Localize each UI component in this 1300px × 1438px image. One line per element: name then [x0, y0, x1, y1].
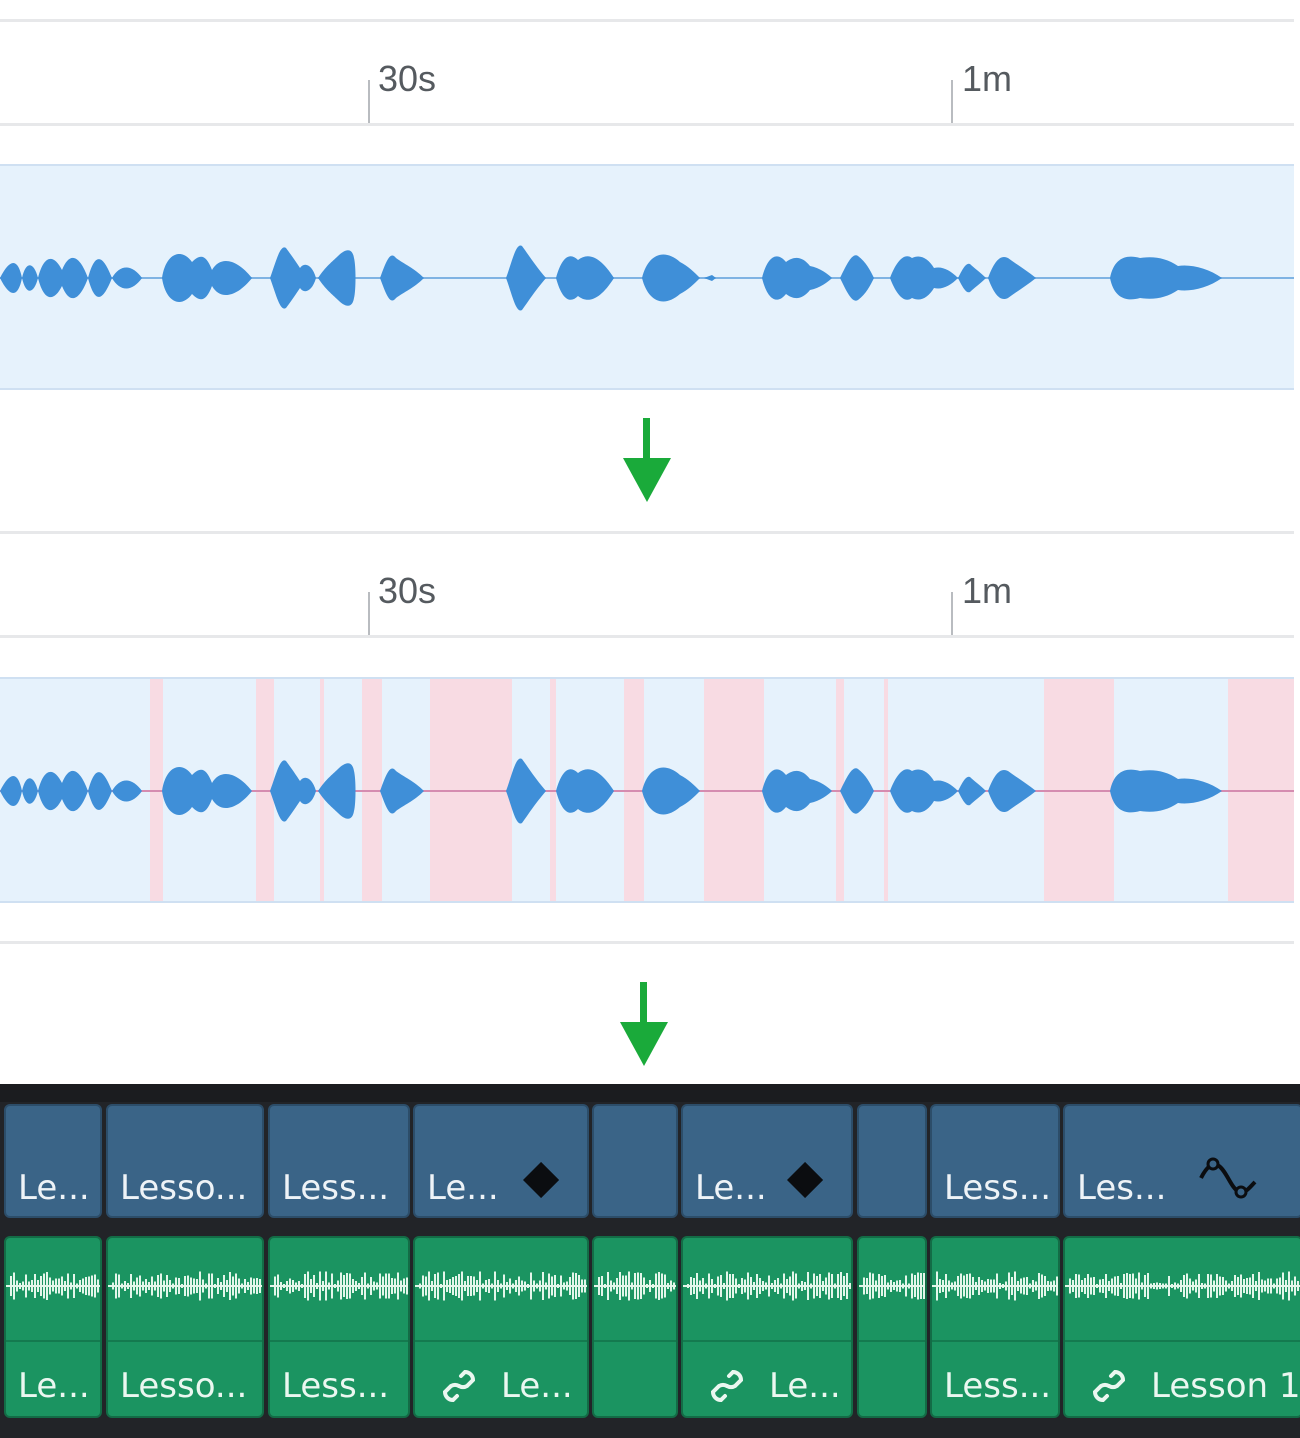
ruler-bottom-line — [0, 635, 1294, 638]
clip-waveform — [1065, 1256, 1300, 1316]
link-icon — [439, 1366, 479, 1411]
timeline-ruler[interactable] — [0, 1084, 1300, 1102]
clip-waveform — [415, 1256, 587, 1316]
ruler-tick-1m — [951, 80, 953, 124]
audio-clip[interactable]: Lesson 1 — [1063, 1236, 1300, 1418]
keyframe-diamond-icon[interactable] — [521, 1160, 561, 1205]
arrow-down-icon — [620, 982, 668, 1066]
clip-waveform — [683, 1256, 851, 1316]
ruler-label-1m: 1m — [962, 58, 1013, 99]
audio-clip[interactable]: Lesso... — [106, 1236, 264, 1418]
clip-label: Le... — [18, 1168, 90, 1208]
clip-label: Less... — [282, 1366, 390, 1406]
clip-divider — [6, 1340, 100, 1342]
clip-divider — [683, 1340, 851, 1342]
editor-timeline[interactable]: Le... Lesso... Less... Le... Le... Less... Les… — [0, 1084, 1300, 1438]
clip-waveform — [270, 1256, 408, 1316]
audio-clip[interactable]: Le... — [413, 1236, 589, 1418]
waveform-silence-marked — [0, 758, 1222, 824]
ruler-label-30s: 30s — [378, 58, 437, 99]
audio-clip[interactable] — [592, 1236, 678, 1418]
clip-divider — [859, 1340, 925, 1342]
video-clip[interactable]: Les... — [1063, 1104, 1300, 1218]
clip-divider — [270, 1340, 408, 1342]
arrow-down-icon — [623, 418, 671, 502]
audio-clip[interactable]: Le... — [4, 1236, 102, 1418]
audio-track-original[interactable] — [0, 164, 1294, 390]
clip-waveform — [859, 1256, 925, 1316]
video-clip[interactable]: Le... — [681, 1104, 853, 1218]
clip-label: Lesso... — [120, 1366, 248, 1406]
ruler-tick-1m — [951, 592, 953, 636]
clip-label: Le... — [769, 1366, 841, 1406]
clip-label: Le... — [695, 1168, 767, 1208]
clip-waveform — [108, 1256, 262, 1316]
clip-waveform — [594, 1256, 676, 1316]
clip-label: Les... — [1077, 1168, 1167, 1208]
mid-divider — [0, 531, 1294, 534]
audio-clip[interactable] — [857, 1236, 927, 1418]
video-clip[interactable]: Le... — [413, 1104, 589, 1218]
top-divider — [0, 19, 1294, 22]
clip-divider — [108, 1340, 262, 1342]
clip-label: Lesso... — [120, 1168, 248, 1208]
curve-keyframe-icon[interactable] — [1197, 1152, 1261, 1205]
ruler-tick-30s — [368, 80, 370, 124]
clip-divider — [594, 1340, 676, 1342]
video-clip[interactable] — [857, 1104, 927, 1218]
ruler-bottom-line — [0, 123, 1294, 126]
waveform-original — [0, 245, 1222, 311]
clip-divider — [932, 1340, 1058, 1342]
ruler-label-30s: 30s — [378, 570, 437, 611]
clip-label: Le... — [18, 1366, 90, 1406]
clip-label: Less... — [282, 1168, 390, 1208]
link-icon — [707, 1366, 747, 1411]
clip-label: Less... — [944, 1168, 1052, 1208]
clip-divider — [1065, 1340, 1300, 1342]
clip-waveform — [6, 1256, 100, 1316]
ruler-label-1m: 1m — [962, 570, 1013, 611]
audio-clip[interactable]: Le... — [681, 1236, 853, 1418]
ruler-tick-30s — [368, 592, 370, 636]
link-icon — [1089, 1366, 1129, 1411]
video-clip[interactable]: Lesso... — [106, 1104, 264, 1218]
video-clip[interactable]: Less... — [930, 1104, 1060, 1218]
clip-label: Le... — [501, 1366, 573, 1406]
clip-waveform — [932, 1256, 1058, 1316]
video-clip[interactable] — [592, 1104, 678, 1218]
clip-label: Le... — [427, 1168, 499, 1208]
clip-label: Lesson 1 — [1151, 1366, 1300, 1406]
video-clip[interactable]: Less... — [268, 1104, 410, 1218]
mid-bottom-divider — [0, 941, 1294, 944]
clip-divider — [415, 1340, 587, 1342]
audio-clip[interactable]: Less... — [268, 1236, 410, 1418]
keyframe-diamond-icon[interactable] — [785, 1160, 825, 1205]
audio-clip[interactable]: Less... — [930, 1236, 1060, 1418]
video-clip[interactable]: Le... — [4, 1104, 102, 1218]
clip-label: Less... — [944, 1366, 1052, 1406]
audio-track-silence-detected[interactable] — [0, 677, 1294, 903]
